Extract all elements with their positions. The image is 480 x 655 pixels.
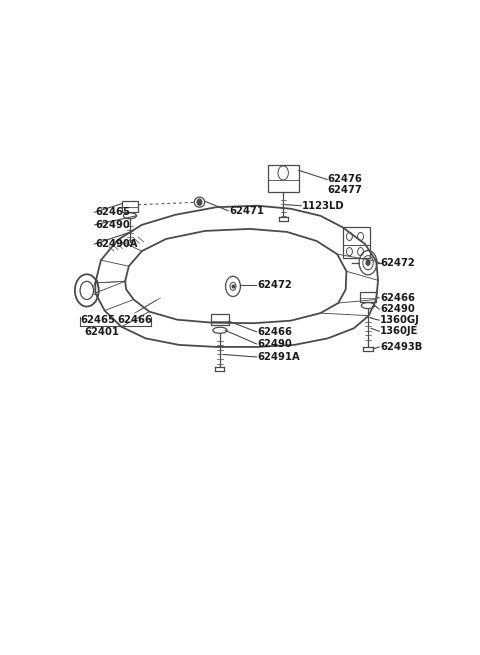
Text: 62465: 62465	[96, 207, 131, 217]
Text: 62493B: 62493B	[380, 342, 422, 352]
Text: 62472: 62472	[380, 257, 415, 268]
Circle shape	[366, 260, 370, 265]
Text: 62490A: 62490A	[96, 239, 138, 249]
Text: 62465: 62465	[81, 314, 116, 325]
Text: 62491A: 62491A	[257, 352, 300, 362]
Text: 62490: 62490	[380, 304, 415, 314]
Text: 62490: 62490	[257, 339, 292, 349]
Text: 62466: 62466	[118, 314, 153, 325]
Text: 62466: 62466	[380, 293, 415, 303]
Text: 62472: 62472	[257, 280, 292, 290]
Text: 62476: 62476	[328, 174, 363, 185]
Text: 1123LD: 1123LD	[302, 200, 345, 211]
Text: 1360JE: 1360JE	[380, 326, 418, 336]
Text: 62471: 62471	[229, 206, 264, 215]
Text: 62401: 62401	[84, 328, 119, 337]
Text: 62466: 62466	[257, 327, 292, 337]
Text: 62477: 62477	[328, 185, 362, 195]
Text: 62490: 62490	[96, 220, 130, 230]
Text: 1360GJ: 1360GJ	[380, 315, 420, 325]
Circle shape	[197, 199, 202, 205]
